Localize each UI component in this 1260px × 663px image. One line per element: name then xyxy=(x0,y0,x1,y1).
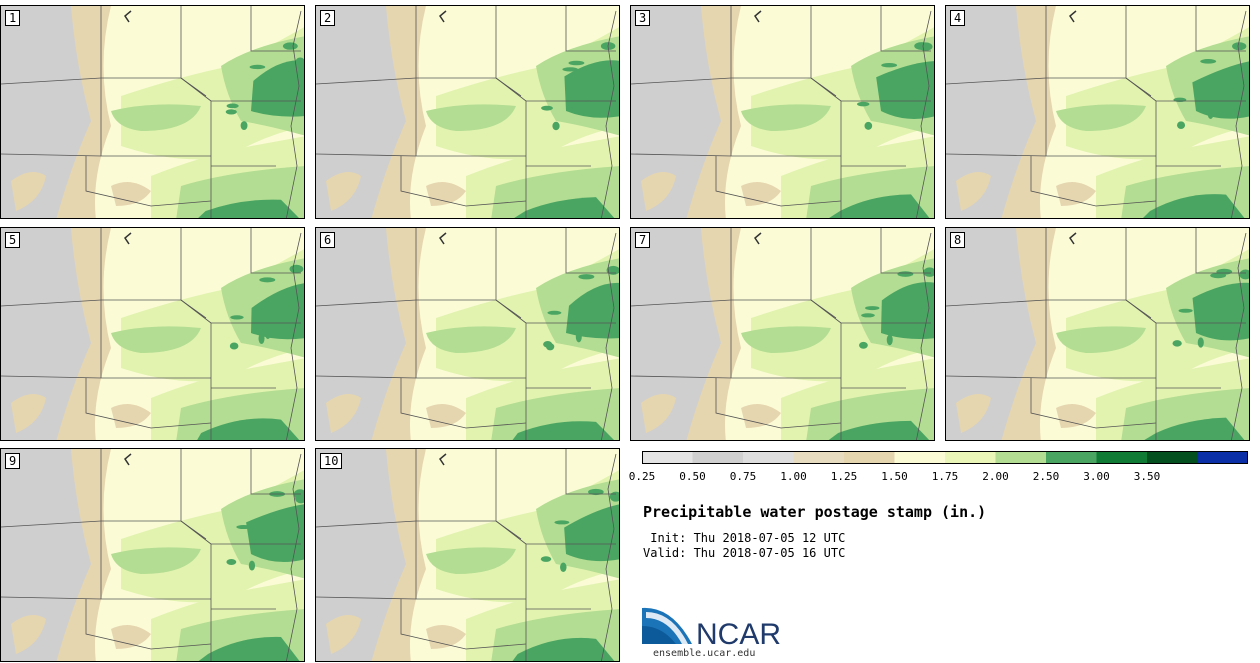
colorbar-segment xyxy=(692,451,743,464)
precip-water-field xyxy=(1,449,304,661)
member-map-4: 4 xyxy=(945,5,1250,219)
colorbar-tick-label: 0.75 xyxy=(729,470,757,483)
colorbar-segment xyxy=(1096,451,1147,464)
member-number-label: 9 xyxy=(5,453,21,469)
member-map-5: 5 xyxy=(0,227,305,441)
colorbar-tick-label: 1.50 xyxy=(881,470,908,483)
member-number-label: 10 xyxy=(320,453,343,469)
colorbar-segment xyxy=(743,451,794,464)
figure-title: Precipitable water postage stamp (in.) xyxy=(643,503,987,521)
member-number-label: 1 xyxy=(5,10,21,26)
precip-water-field xyxy=(316,6,619,218)
colorbar-segment xyxy=(945,451,996,464)
logo-text: NCAR xyxy=(696,618,781,648)
precip-water-field xyxy=(946,228,1249,440)
colorbar-tick-label: 2.00 xyxy=(982,470,1009,483)
precip-water-field xyxy=(1,228,304,440)
member-number-label: 7 xyxy=(635,232,651,248)
colorbar-segment xyxy=(642,451,693,464)
precip-water-field xyxy=(316,228,619,440)
colorbar-tick-label: 1.25 xyxy=(830,470,858,483)
colorbar-segment xyxy=(793,451,844,464)
ncar-logo: NCAR xyxy=(642,604,792,652)
colorbar-tick-label: 3.50 xyxy=(1133,470,1161,483)
logo-url: ensemble.ucar.edu xyxy=(653,648,756,659)
precip-water-field xyxy=(946,6,1249,218)
precip-water-field xyxy=(1,6,304,218)
member-map-8: 8 xyxy=(945,227,1250,441)
init-time: Init: Thu 2018-07-05 12 UTC xyxy=(643,531,846,545)
colorbar-segment xyxy=(995,451,1046,464)
colorbar-segment xyxy=(844,451,895,464)
colorbar-tick-label: 0.25 xyxy=(628,470,656,483)
member-map-9: 9 xyxy=(0,448,305,662)
colorbar-tick-label: 1.00 xyxy=(780,470,807,483)
valid-time: Valid: Thu 2018-07-05 16 UTC xyxy=(643,546,846,560)
member-map-10: 10 xyxy=(315,448,620,662)
colorbar-segment xyxy=(1147,451,1198,464)
member-map-6: 6 xyxy=(315,227,620,441)
colorbar-tick-label: 1.75 xyxy=(931,470,959,483)
member-number-label: 4 xyxy=(950,10,966,26)
colorbar-tick-label: 0.50 xyxy=(679,470,706,483)
colorbar xyxy=(642,451,1248,464)
colorbar-ticks: 0.25 0.50 0.75 1.00 1.25 1.50 1.75 2.00 2.50 3.00… xyxy=(0,470,1260,484)
colorbar-segment xyxy=(1197,451,1248,464)
colorbar-segment xyxy=(894,451,945,464)
colorbar-tick-label: 2.50 xyxy=(1032,470,1060,483)
member-map-1: 1 xyxy=(0,5,305,219)
colorbar-segment xyxy=(1046,451,1097,464)
member-number-label: 2 xyxy=(320,10,336,26)
member-map-7: 7 xyxy=(630,227,935,441)
precip-water-field xyxy=(631,6,934,218)
precip-water-field xyxy=(316,449,619,661)
member-map-3: 3 xyxy=(630,5,935,219)
member-number-label: 6 xyxy=(320,232,336,248)
member-number-label: 8 xyxy=(950,232,966,248)
member-number-label: 3 xyxy=(635,10,651,26)
colorbar-tick-label: 3.00 xyxy=(1083,470,1110,483)
member-number-label: 5 xyxy=(5,232,21,248)
precip-water-field xyxy=(631,228,934,440)
member-map-2: 2 xyxy=(315,5,620,219)
